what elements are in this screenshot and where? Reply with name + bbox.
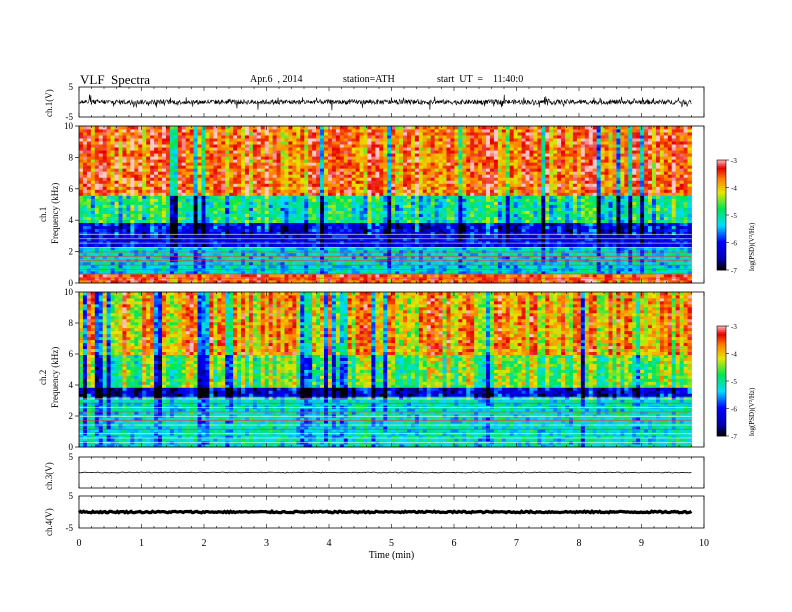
- ch4-ytick-label: 5: [69, 491, 74, 501]
- xtick-label: 0: [77, 538, 82, 549]
- ch2-colorbar-tick-label: -5: [731, 378, 737, 386]
- ch3-waveform-trace: [79, 472, 692, 473]
- ch1-colorbar-tick-label: -3: [731, 157, 737, 165]
- ch2-ytick-label: 4: [69, 380, 74, 390]
- ch2-colorbar-tick-label: -7: [731, 433, 737, 441]
- ch1-ytick-label: 2: [69, 247, 74, 257]
- ch1-waveform-ytick-label: 5: [69, 82, 74, 92]
- ch2-ytick-label: 2: [69, 411, 74, 421]
- ch2-ytick-label: 0: [69, 442, 74, 452]
- ch1-colorbar-tick-label: -4: [731, 185, 737, 193]
- ch1-spectrogram-image: [79, 126, 692, 283]
- ch1-colorbar-tick-label: -6: [731, 240, 737, 248]
- ch1-colorbar-tick-label: -7: [731, 267, 737, 275]
- xtick-label: 1: [139, 538, 144, 549]
- ch1-colorbar-tick-label: -5: [731, 212, 737, 220]
- xtick-label: 4: [327, 538, 332, 549]
- ch2-colorbar-tick-label: -3: [731, 323, 737, 331]
- ch2-ytick-label: 6: [69, 349, 74, 359]
- xtick-label: 10: [699, 538, 709, 549]
- ch2-spectrogram-image: [79, 292, 692, 447]
- ch4-ytick-label: -5: [66, 523, 74, 533]
- x-axis-label: Time (min): [369, 550, 414, 561]
- ch1-ytick-label: 6: [69, 184, 74, 194]
- ch2-colorbar: -3 -4 -5 -6 -7: [717, 323, 737, 441]
- xtick-label: 8: [577, 538, 582, 549]
- xtick-label: 3: [264, 538, 269, 549]
- xtick-label: 9: [639, 538, 644, 549]
- xtick-label: 7: [514, 538, 519, 549]
- xtick-label: 5: [389, 538, 394, 549]
- ch4-waveform-trace: [79, 511, 692, 513]
- ch1-waveform-ytick-label: -5: [66, 112, 74, 122]
- ch2-ytick-label: 10: [64, 287, 74, 297]
- ch1-ytick-label: 8: [69, 152, 74, 162]
- ch1-ytick-label: 10: [64, 121, 74, 131]
- ch2-colorbar-tick-label: -4: [731, 351, 737, 359]
- ch2-colorbar-tick-label: -6: [731, 406, 737, 414]
- ch1-ytick-label: 4: [69, 215, 74, 225]
- xtick-label: 2: [202, 538, 207, 549]
- xtick-label: 6: [452, 538, 457, 549]
- ch2-ytick-label: 8: [69, 318, 74, 328]
- ch1-colorbar: -3 -4 -5 -6 -7: [717, 157, 737, 275]
- ch3-ytick-label: 5: [69, 452, 74, 462]
- ch1-waveform-trace: [79, 94, 692, 110]
